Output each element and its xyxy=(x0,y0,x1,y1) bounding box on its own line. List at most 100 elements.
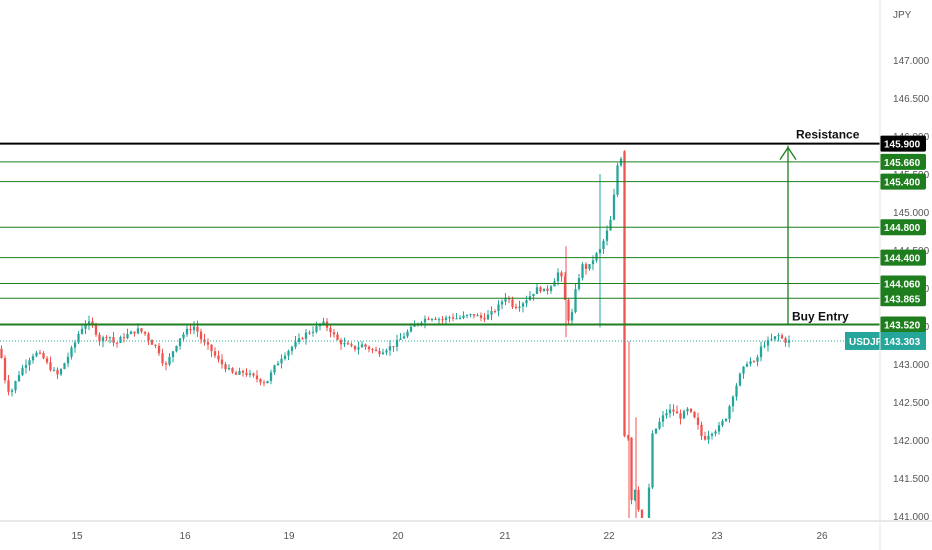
candle-body xyxy=(122,337,126,339)
candle xyxy=(682,409,686,419)
candle-body xyxy=(658,421,661,429)
candle-body xyxy=(28,360,31,366)
price-axis[interactable]: 147.000146.500146.000145.500145.000144.5… xyxy=(845,10,930,523)
candle-body xyxy=(458,317,462,319)
candle-body xyxy=(31,356,35,361)
candle xyxy=(339,337,343,350)
candle-body xyxy=(245,372,248,375)
candle-body xyxy=(420,322,423,324)
candle-body xyxy=(556,272,560,282)
candle-body xyxy=(259,379,262,383)
candle-body xyxy=(73,342,77,348)
candle xyxy=(87,315,91,331)
support-level-label-text: 144.060 xyxy=(884,279,921,290)
candle-body xyxy=(315,326,318,332)
candle-body xyxy=(136,328,140,334)
candle xyxy=(336,332,339,341)
candle xyxy=(381,348,385,355)
candle xyxy=(98,332,101,346)
symbol-badge[interactable]: USDJPY xyxy=(845,331,889,350)
candle xyxy=(633,489,637,502)
candle-body xyxy=(49,362,52,371)
candle-body xyxy=(560,272,563,277)
candle xyxy=(374,346,378,352)
candle-body xyxy=(129,331,133,335)
resistance-level-label[interactable]: 145.900 xyxy=(880,135,926,152)
candle xyxy=(630,437,633,505)
candle xyxy=(203,333,206,346)
candle-body xyxy=(497,304,500,312)
y-tick-label: 147.000 xyxy=(893,56,930,67)
arrow-head xyxy=(779,146,797,160)
candle xyxy=(280,354,283,369)
candle xyxy=(185,325,189,337)
support-level-label[interactable]: 144.060 xyxy=(880,275,926,292)
candle xyxy=(63,362,66,370)
candle xyxy=(28,357,31,371)
candle-body xyxy=(150,340,154,345)
candle-body xyxy=(196,326,199,332)
candle xyxy=(101,335,105,348)
candle xyxy=(402,332,406,339)
candle-body xyxy=(612,194,616,220)
candle-body xyxy=(224,364,227,370)
candle-body xyxy=(640,509,644,518)
candle-body xyxy=(364,344,367,347)
candle-body xyxy=(336,334,339,340)
support-level-label[interactable]: 144.800 xyxy=(880,219,926,236)
candle xyxy=(262,379,266,387)
support-level-label[interactable]: 145.400 xyxy=(880,173,926,190)
candle-body xyxy=(161,353,164,364)
candle xyxy=(269,369,273,385)
support-level-label[interactable]: 145.660 xyxy=(880,153,926,170)
candle xyxy=(311,326,315,337)
candle xyxy=(168,353,171,367)
candle-body xyxy=(465,314,469,316)
candle-body xyxy=(717,425,721,432)
candle-body xyxy=(574,289,577,313)
support-level-label[interactable]: 143.520 xyxy=(880,316,926,333)
candle-body xyxy=(91,321,94,325)
candle xyxy=(623,150,626,438)
candle xyxy=(367,345,371,353)
candle-body xyxy=(343,343,346,345)
candle-body xyxy=(77,333,80,343)
current-price-label[interactable]: 143.303 xyxy=(880,331,926,350)
candle-body xyxy=(217,355,220,360)
support-level-label-bg xyxy=(880,153,926,170)
candle-body xyxy=(308,332,311,334)
candle-body xyxy=(409,326,413,332)
candle-body xyxy=(0,348,3,358)
candle xyxy=(647,483,651,518)
candle xyxy=(514,303,518,310)
candle xyxy=(248,369,252,378)
candle-body xyxy=(283,355,287,359)
candle xyxy=(644,523,646,539)
candle xyxy=(220,354,224,369)
candle xyxy=(693,411,696,419)
candle xyxy=(91,317,94,328)
candle xyxy=(749,357,752,367)
candle xyxy=(532,293,535,301)
candle xyxy=(66,352,70,368)
candle xyxy=(80,324,84,335)
candle-body xyxy=(381,352,385,355)
candle xyxy=(539,286,542,294)
candle xyxy=(0,345,3,359)
candle xyxy=(752,360,756,363)
candle-body xyxy=(749,361,752,365)
support-level-label[interactable]: 143.865 xyxy=(880,290,926,307)
candle-body xyxy=(637,489,640,510)
candle-body xyxy=(430,318,434,320)
candle xyxy=(738,372,742,387)
candle xyxy=(427,316,430,321)
candle-body xyxy=(126,334,129,339)
support-level-label[interactable]: 144.400 xyxy=(880,249,926,266)
support-level-label-text: 144.400 xyxy=(884,254,921,265)
candle xyxy=(668,404,672,418)
candle-body xyxy=(486,314,490,320)
candle xyxy=(458,315,462,320)
candle xyxy=(742,366,745,379)
